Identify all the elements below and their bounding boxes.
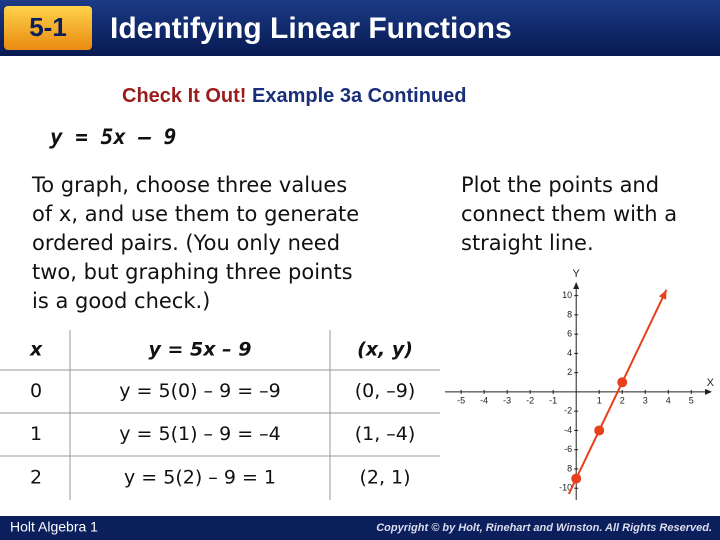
slide-title: Identifying Linear Functions: [110, 12, 512, 45]
header-bar: [0, 0, 720, 56]
plot-instruction-line: connect them with a: [461, 202, 677, 226]
graph: X Y -5 -4 -3 -2 -1 1 2 3 4 5 10 8 6 4 2 -2 -4 -6 8 -10: [445, 268, 715, 500]
y-tick-label: 10: [562, 290, 572, 300]
line-extension: [621, 289, 668, 383]
line-arrow: [658, 289, 667, 300]
y-axis-label: Y: [573, 268, 581, 280]
instruction-line: ordered pairs. (You only need: [32, 231, 340, 255]
y-axis-arrow: [573, 282, 580, 289]
footer-copyright: Copyright © by Holt, Rinehart and Winsto…: [376, 522, 712, 534]
y-tick-label: 6: [567, 329, 572, 339]
x-tick-label: -3: [503, 395, 511, 405]
y-tick-label: -4: [564, 425, 572, 435]
lesson-number: 5-1: [29, 12, 67, 42]
y-tick-label: 8: [567, 463, 572, 473]
x-tick-label: 2: [620, 395, 625, 405]
y-tick-label: 2: [567, 367, 572, 377]
data-point: [594, 425, 605, 436]
table-cell: 0: [30, 380, 42, 402]
y-tick-label: -2: [564, 406, 572, 416]
table-cell: y = 5(0) – 9 = –9: [119, 380, 281, 402]
x-tick-label: 5: [689, 395, 694, 405]
x-tick-label: -5: [457, 395, 465, 405]
table: x y = 5x – 9 (x, y) 0 y = 5(0) – 9 = –9 (0, –…: [0, 330, 440, 500]
instruction-line: two, but graphing three points: [32, 260, 353, 284]
footer-bar: [0, 516, 720, 540]
table-header-cell: y = 5x – 9: [149, 339, 252, 361]
x-tick-label: 1: [597, 395, 602, 405]
instruction-line: of x, and use them to generate: [32, 202, 359, 226]
table-cell: (0, –9): [355, 380, 416, 402]
plot-instructions: Plot the points and connect them with a st…: [461, 173, 677, 255]
y-tick-label: 4: [567, 348, 572, 358]
table-cell: 2: [30, 467, 42, 489]
table-header-cell: (x, y): [357, 339, 413, 361]
table-cell: y = 5(1) – 9 = –4: [119, 423, 281, 445]
table-header-cell: x: [29, 339, 43, 361]
footer-course: Holt Algebra 1: [10, 519, 98, 535]
equation: y = 5x – 9: [49, 125, 176, 149]
x-tick-label: 3: [643, 395, 648, 405]
x-axis-arrow: [705, 388, 712, 395]
x-axis-label: X: [707, 377, 715, 389]
x-tick-label: -2: [526, 395, 534, 405]
instructions: To graph, choose three values of x, and u…: [31, 173, 359, 313]
subtitle-lead: Check It Out!: [122, 85, 246, 107]
subtitle-text: Example 3a Continued: [252, 85, 467, 107]
y-tick-label: 8: [567, 309, 572, 319]
instruction-line: To graph, choose three values: [31, 173, 347, 197]
table-cell: y = 5(2) – 9 = 1: [124, 467, 276, 489]
table-cell: (2, 1): [359, 467, 410, 489]
data-point: [617, 377, 628, 388]
x-tick-label: 4: [666, 395, 671, 405]
x-tick-label: -4: [480, 395, 488, 405]
plot-instruction-line: straight line.: [461, 231, 594, 255]
instruction-line: is a good check.): [32, 289, 210, 313]
y-tick-label: -6: [564, 444, 572, 454]
data-point: [571, 473, 582, 484]
table-cell: (1, –4): [355, 423, 416, 445]
x-tick-label: -1: [549, 395, 557, 405]
plot-instruction-line: Plot the points and: [461, 173, 659, 197]
y-tick-label: -10: [559, 483, 572, 493]
table-cell: 1: [30, 423, 42, 445]
subtitle: Check It Out! Example 3a Continued: [122, 85, 467, 107]
lesson-badge: [4, 6, 92, 50]
